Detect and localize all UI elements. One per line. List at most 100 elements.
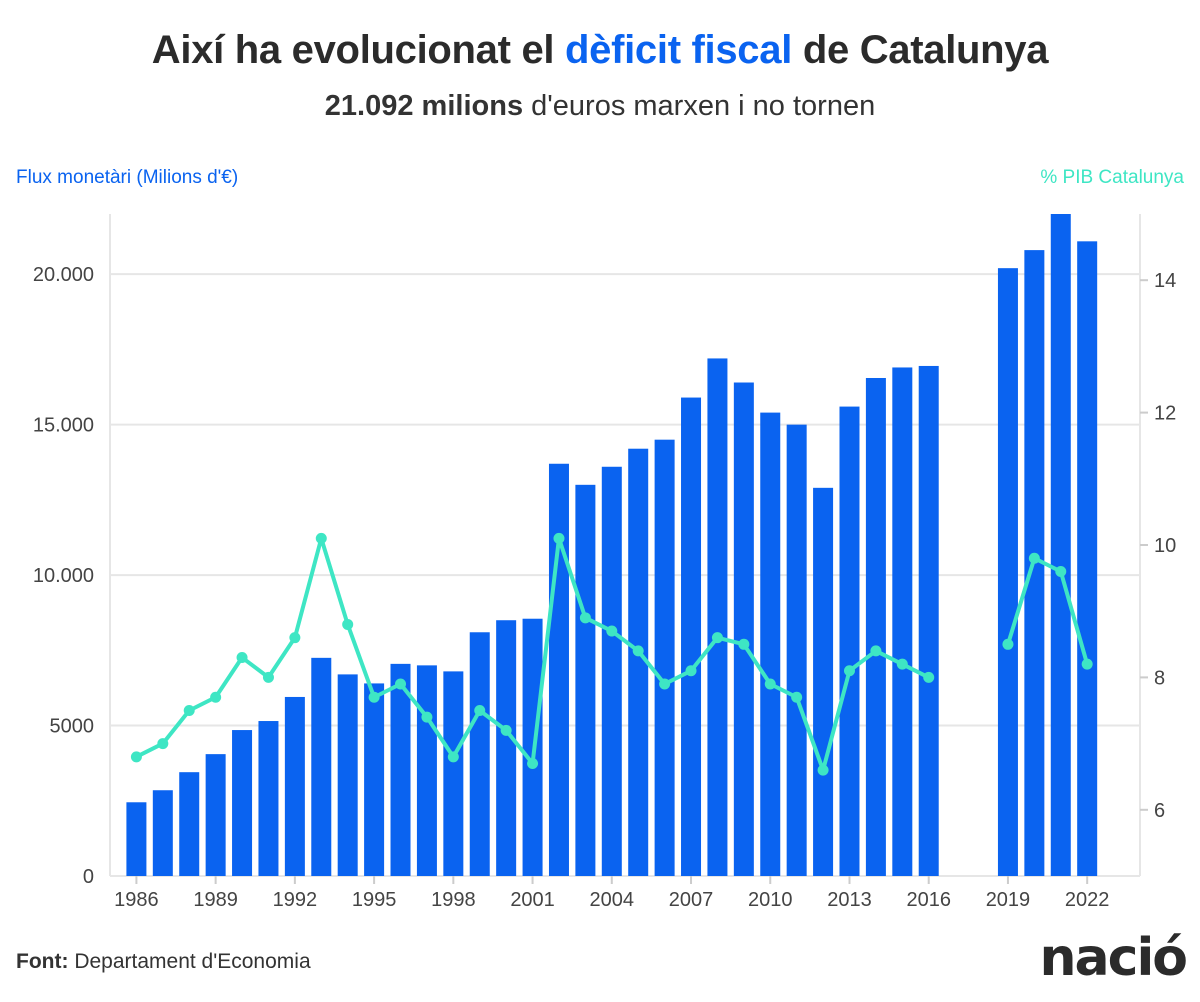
bar — [601, 466, 622, 876]
bar — [628, 448, 649, 876]
pib-point — [500, 724, 512, 736]
pib-point — [236, 652, 248, 664]
bar — [126, 802, 147, 876]
title-suffix: de Catalunya — [792, 28, 1049, 72]
x-tick-label: 2007 — [669, 889, 714, 911]
pib-line — [1006, 556, 1090, 665]
pib-point — [368, 691, 380, 703]
brand-logo: nació — [1039, 928, 1188, 988]
bar — [1077, 241, 1098, 877]
y-axis-right-title: % PIB Catalunya — [1040, 167, 1184, 188]
x-tick-label: 2001 — [510, 889, 555, 911]
title-prefix: Així ha evolucionat el — [151, 28, 566, 72]
bar — [786, 424, 807, 876]
pib-point — [342, 618, 354, 630]
pib-point — [1028, 552, 1040, 564]
x-tick-label: 1992 — [273, 889, 318, 911]
x-tick-label: 1998 — [431, 889, 476, 911]
bar — [337, 674, 358, 876]
bar — [258, 721, 279, 876]
bar — [760, 412, 781, 876]
pib-point — [843, 665, 855, 677]
y-tick-label-left: 20.000 — [33, 264, 94, 286]
x-tick-label: 1989 — [193, 889, 238, 911]
y-tick-label-right: 10 — [1154, 535, 1176, 557]
bar — [311, 657, 332, 876]
subtitle-rest: d'euros marxen i no tornen — [523, 90, 876, 122]
pib-point — [157, 738, 169, 750]
pib-point — [395, 678, 407, 690]
chart-title: Així ha evolucionat el dèficit fiscal de… — [0, 28, 1200, 73]
subtitle-strong: 21.092 milions — [324, 90, 524, 122]
x-tick-label: 2016 — [906, 889, 951, 911]
bar — [496, 620, 517, 876]
y-tick-label-left: 10.000 — [33, 565, 94, 587]
x-tick-label: 2019 — [986, 889, 1031, 911]
pib-point — [764, 678, 776, 690]
pib-point — [659, 678, 671, 690]
bar — [839, 406, 860, 876]
pib-point — [923, 671, 935, 683]
y-tick-label-left: 0 — [83, 866, 94, 888]
bar — [681, 397, 702, 876]
pib-point — [606, 625, 618, 637]
bar — [997, 268, 1018, 876]
pib-point — [183, 705, 195, 716]
bar — [733, 382, 754, 876]
x-tick-label: 1995 — [352, 889, 397, 911]
bar — [548, 463, 569, 876]
x-tick-label: 2022 — [1065, 889, 1110, 911]
pib-point — [1055, 565, 1067, 577]
y-tick-label-left: 5000 — [50, 716, 95, 738]
chart-subtitle: 21.092 milions d'euros marxen i no torne… — [0, 90, 1200, 123]
pib-point — [579, 612, 591, 624]
pib-point — [315, 532, 327, 544]
source-note: Font: Departament d'Economia — [16, 950, 311, 974]
x-tick-label: 1986 — [114, 889, 159, 911]
bar — [364, 683, 385, 876]
pib-point — [817, 764, 829, 776]
pib-point — [262, 671, 274, 683]
bar — [416, 665, 437, 876]
pib-point — [738, 638, 750, 650]
bar — [865, 377, 886, 876]
bar — [654, 439, 675, 876]
bar — [575, 484, 596, 876]
x-tick-label: 2004 — [590, 889, 635, 911]
pib-point — [210, 691, 222, 703]
pib-point — [553, 532, 565, 544]
title-highlight: dèficit fiscal — [565, 28, 793, 72]
pib-point — [1081, 658, 1093, 670]
pib-point — [289, 632, 301, 644]
bar — [892, 367, 913, 876]
bar — [1050, 214, 1071, 876]
pib-point — [791, 691, 803, 703]
source-label: Font: — [16, 950, 69, 973]
pib-point — [474, 705, 486, 716]
bar — [179, 772, 200, 876]
y-tick-label-right: 14 — [1154, 270, 1176, 292]
bar — [152, 790, 173, 876]
bar — [918, 365, 939, 876]
pib-point — [870, 645, 882, 657]
x-tick-label: 2010 — [748, 889, 793, 911]
pib-point — [447, 751, 459, 763]
bar — [443, 671, 464, 876]
bar — [707, 358, 728, 876]
pib-point — [632, 645, 644, 657]
pib-point — [896, 658, 908, 670]
y-tick-label-left: 15.000 — [33, 415, 94, 437]
pib-point — [527, 757, 539, 769]
y-axis-left-title: Flux monetàri (Milions d'€) — [16, 167, 239, 188]
pib-point — [685, 665, 697, 677]
x-tick-label: 2013 — [827, 889, 872, 911]
pib-point — [1002, 638, 1014, 650]
y-tick-label-right: 6 — [1154, 800, 1165, 822]
y-tick-label-right: 12 — [1154, 403, 1176, 425]
pib-point — [711, 632, 723, 644]
pib-point — [130, 751, 142, 763]
y-tick-label-right: 8 — [1154, 667, 1165, 689]
bar — [284, 696, 305, 876]
pib-point — [421, 711, 433, 723]
